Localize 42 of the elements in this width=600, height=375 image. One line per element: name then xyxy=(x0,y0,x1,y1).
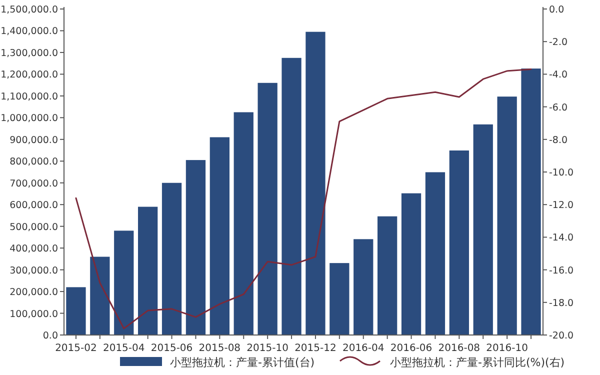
x-tick-label: 2015-10 xyxy=(246,343,288,354)
y-tick-label: 1,000,000.0 xyxy=(0,113,58,124)
y2-tick-label: -4.0 xyxy=(549,70,568,81)
x-tick-label: 2016-06 xyxy=(390,343,432,354)
y2-tick-label: -12.0 xyxy=(549,200,574,212)
y-tick-label: 800,000.0 xyxy=(10,156,58,168)
legend-label: 小型拖拉机：产量-累计值(台) xyxy=(170,356,315,369)
y-tick-label: 1,500,000.0 xyxy=(0,4,58,16)
y2-tick-label: -6.0 xyxy=(549,102,568,114)
x-tick-label: 2015-08 xyxy=(198,343,241,354)
y2-tick-label: -16.0 xyxy=(549,265,574,276)
y2-tick-label: 0.0 xyxy=(549,4,564,16)
y2-tick-label: -10.0 xyxy=(549,168,574,178)
y-tick-label: 100,000.0 xyxy=(10,308,58,320)
y-tick-label: 300,000.0 xyxy=(10,265,58,276)
y-tick-label: 600,000.0 xyxy=(10,200,58,212)
y2-tick-label: -20.0 xyxy=(549,330,574,342)
x-tick-label: 2015-12 xyxy=(294,343,336,354)
y-tick-label: 900,000.0 xyxy=(10,134,58,146)
x-tick-label: 2016-10 xyxy=(486,343,528,354)
y-tick-label: 500,000.0 xyxy=(10,222,58,233)
y-tick-label: 200,000.0 xyxy=(10,287,58,298)
x-tick-label: 2015-06 xyxy=(150,343,193,354)
x-tick-label: 2016-04 xyxy=(342,343,384,354)
y-tick-label: 1,100,000.0 xyxy=(0,91,58,102)
y-tick-label: 700,000.0 xyxy=(10,178,58,190)
x-tick-label: 2016-08 xyxy=(438,343,480,354)
legend-item: 小型拖拉机：产量-累计值(台) xyxy=(120,356,315,369)
legend-item: 小型拖拉机：产量-累计同比(%)(右) xyxy=(340,356,565,369)
line-series xyxy=(75,68,532,330)
y-tick-label: 1,400,000.0 xyxy=(0,26,58,38)
y-tick-label: 400,000.0 xyxy=(10,244,58,255)
x-tick-label: 2015-02 xyxy=(55,343,97,354)
legend-label: 小型拖拉机：产量-累计同比(%)(右) xyxy=(390,356,565,369)
y-tick-label: 1,300,000.0 xyxy=(0,48,58,59)
y2-tick-label: -18.0 xyxy=(549,298,574,309)
y2-tick-label: -14.0 xyxy=(549,232,574,244)
y2-tick-label: -8.0 xyxy=(549,134,568,146)
x-tick-label: 2015-04 xyxy=(102,343,145,354)
y-tick-label: 0.0 xyxy=(42,330,58,342)
y2-tick-label: -2.0 xyxy=(549,37,568,48)
y-tick-label: 1,200,000.0 xyxy=(0,70,58,81)
